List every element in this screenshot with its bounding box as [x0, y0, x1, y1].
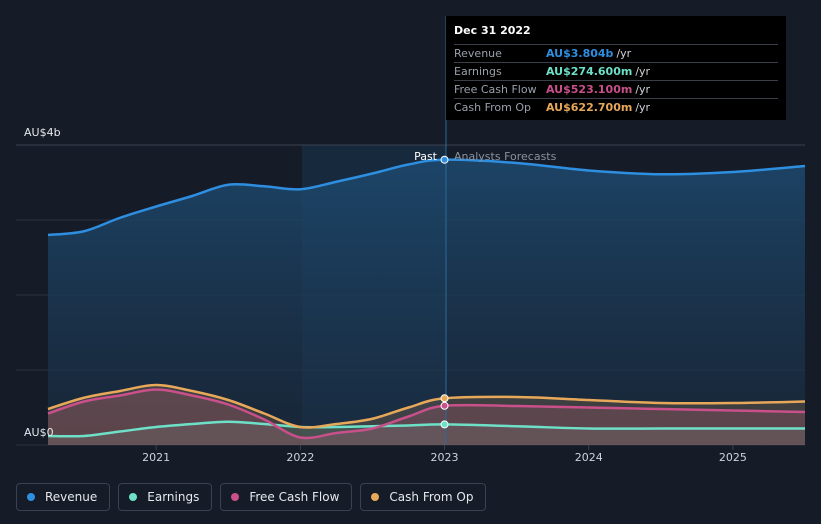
cash-from-op-marker — [440, 394, 449, 403]
x-tick-label: 2025 — [719, 451, 747, 464]
tooltip-value: AU$274.600m — [546, 65, 633, 78]
earnings-area — [48, 421, 805, 445]
tooltip-unit: /yr — [635, 101, 651, 114]
past-label: Past — [414, 150, 438, 163]
legend-dot-icon — [231, 493, 240, 501]
divider-markers — [440, 155, 449, 429]
tooltip-unit: /yr — [635, 65, 651, 78]
x-tick-label: 2021 — [142, 451, 170, 464]
free-cash-flow-marker — [440, 401, 449, 410]
revenue-marker — [440, 155, 449, 164]
legend-label: Earnings — [147, 490, 200, 504]
revenue-area — [48, 159, 805, 445]
legend-label: Free Cash Flow — [249, 490, 340, 504]
x-tick-label: 2024 — [575, 451, 603, 464]
tooltip-row-cash-from-op: Cash From Op AU$622.700m /yr — [454, 98, 778, 116]
tooltip-value: AU$523.100m — [546, 83, 633, 96]
tooltip-row-revenue: Revenue AU$3.804b /yr — [454, 44, 778, 62]
revenue-line — [47, 158, 806, 237]
legend-label: Revenue — [45, 490, 98, 504]
legend-dot-icon — [129, 493, 138, 501]
legend-item-earnings[interactable]: Earnings — [118, 483, 213, 511]
tooltip-label: Free Cash Flow — [454, 83, 537, 96]
y-axis-bottom-label: AU$0 — [24, 426, 54, 439]
tooltip-unit: /yr — [616, 47, 632, 60]
cash-from-op-line — [47, 383, 806, 429]
legend-item-cash-from-op[interactable]: Cash From Op — [360, 483, 487, 511]
tooltip-value: AU$3.804b — [546, 47, 614, 60]
tooltip-unit: /yr — [635, 83, 651, 96]
data-tooltip: Dec 31 2022 Revenue AU$3.804b /yr Earnin… — [446, 16, 786, 120]
tooltip-value: AU$622.700m — [546, 101, 633, 114]
series-areas — [48, 159, 805, 445]
x-tick-label: 2023 — [431, 451, 459, 464]
x-axis-ticks: 2021 2022 2023 2024 2025 — [142, 445, 747, 464]
legend-dot-icon — [27, 493, 35, 501]
legend-label: Cash From Op — [389, 490, 474, 504]
legend-item-revenue[interactable]: Revenue — [16, 483, 111, 511]
series-lines — [47, 158, 806, 440]
tooltip-label: Revenue — [454, 47, 502, 60]
earnings-line — [47, 420, 805, 438]
earnings-marker — [440, 420, 449, 429]
tooltip-label: Earnings — [454, 65, 502, 78]
chart-legend: Revenue Earnings Free Cash Flow Cash Fro… — [16, 483, 487, 511]
x-tick-label: 2022 — [286, 451, 314, 464]
legend-item-free-cash-flow[interactable]: Free Cash Flow — [220, 483, 353, 511]
tooltip-label: Cash From Op — [454, 101, 532, 114]
y-axis-top-label: AU$4b — [24, 126, 61, 139]
free-cash-flow-area — [48, 389, 805, 445]
tooltip-date: Dec 31 2022 — [454, 24, 531, 37]
free-cash-flow-line — [47, 388, 806, 440]
cash-from-op-area — [48, 385, 805, 445]
legend-dot-icon — [371, 493, 380, 501]
forecast-label: Analysts Forecasts — [454, 150, 557, 163]
tooltip-row-earnings: Earnings AU$274.600m /yr — [454, 62, 778, 80]
tooltip-row-free-cash-flow: Free Cash Flow AU$523.100m /yr — [454, 80, 778, 98]
